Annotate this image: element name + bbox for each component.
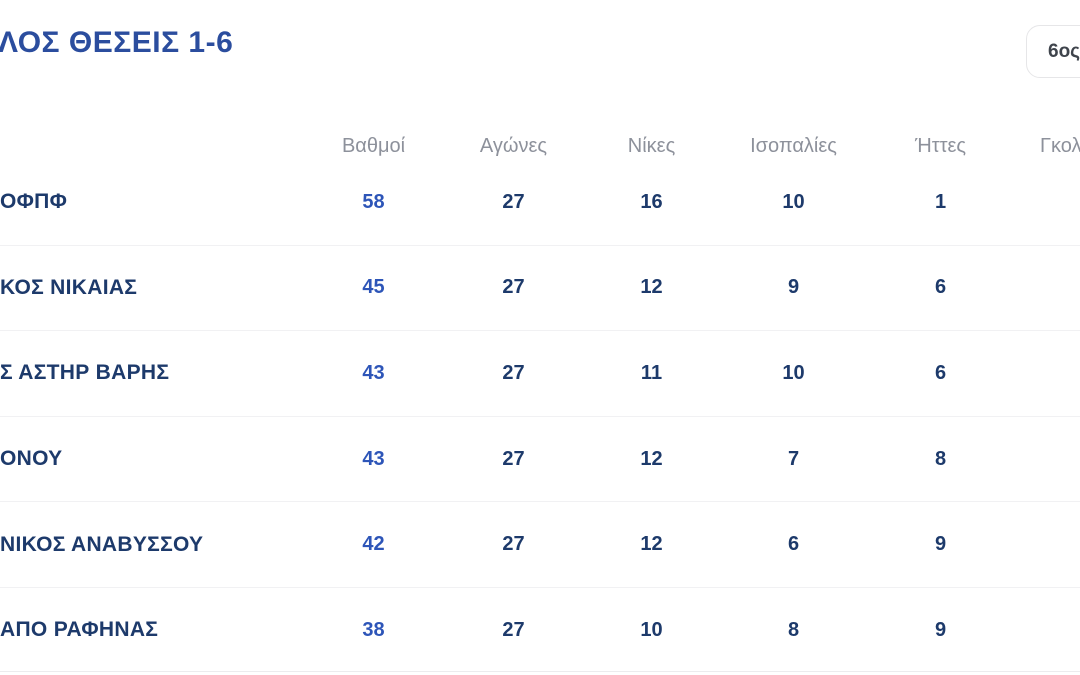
column-header-points: Βαθμοί (341, 134, 406, 157)
column-header-games: Αγώνες (479, 134, 548, 157)
losses-value: 6 (934, 361, 947, 384)
table-row[interactable]: ΚΟΣ ΝΙΚΑΙΑΣ 45 27 12 9 6 (0, 246, 1080, 332)
points-value: 42 (362, 533, 385, 556)
table-row[interactable]: ΝΙΚΟΣ ΑΝΑΒΥΣΣΟΥ 42 27 12 6 9 (0, 502, 1080, 588)
team-name: ΟΦΠΦ (0, 190, 68, 214)
team-name: ΚΟΣ ΝΙΚΑΙΑΣ (0, 275, 138, 299)
wins-value: 16 (640, 190, 663, 213)
games-value: 27 (502, 447, 525, 470)
losses-value: 1 (934, 190, 947, 213)
games-value: 27 (502, 190, 525, 213)
losses-value: 9 (934, 533, 947, 556)
table-row[interactable]: ΟΦΠΦ 58 27 16 10 1 (0, 160, 1080, 246)
standings-table-body: ΟΦΠΦ 58 27 16 10 1 ΚΟΣ ΝΙΚΑΙΑΣ 45 27 12 … (0, 160, 1080, 673)
points-value: 45 (362, 276, 385, 299)
draws-value: 8 (787, 618, 800, 641)
table-row[interactable]: ΟΝΟΥ 43 27 12 7 8 (0, 417, 1080, 503)
wins-value: 10 (640, 618, 663, 641)
points-value: 38 (362, 618, 385, 641)
points-value: 43 (362, 447, 385, 470)
draws-value: 9 (787, 276, 800, 299)
losses-value: 9 (934, 618, 947, 641)
team-name: ΟΝΟΥ (0, 447, 63, 471)
draws-value: 10 (782, 361, 805, 384)
losses-value: 6 (934, 276, 947, 299)
team-name: Σ ΑΣΤΗΡ ΒΑΡΗΣ (0, 361, 170, 385)
wins-value: 11 (640, 361, 663, 384)
column-header-losses: Ήττες (914, 134, 967, 157)
games-value: 27 (502, 361, 525, 384)
table-row[interactable]: Σ ΑΣΤΗΡ ΒΑΡΗΣ 43 27 11 10 6 (0, 331, 1080, 417)
wins-value: 12 (640, 447, 663, 470)
games-value: 27 (502, 618, 525, 641)
draws-value: 10 (782, 190, 805, 213)
draws-value: 6 (787, 533, 800, 556)
column-header-wins: Νίκες (627, 134, 676, 157)
games-value: 27 (502, 533, 525, 556)
team-name: ΝΙΚΟΣ ΑΝΑΒΥΣΣΟΥ (0, 532, 204, 556)
group-selector-button[interactable]: 6ος (1026, 25, 1080, 78)
points-value: 58 (362, 190, 385, 213)
column-header-goals: Γκολ (1040, 134, 1080, 157)
games-value: 27 (502, 276, 525, 299)
team-name: ΑΠΟ ΡΑΦΗΝΑΣ (0, 618, 159, 642)
group-selector-label: 6ος (1048, 40, 1080, 62)
standings-table-header: Βαθμοί Αγώνες Νίκες Ισοπαλίες Ήττες Γκολ (0, 132, 1080, 160)
table-bottom-divider (0, 671, 1080, 672)
wins-value: 12 (640, 533, 663, 556)
page-title: ΛΟΣ ΘΕΣΕΙΣ 1-6 (0, 26, 234, 59)
draws-value: 7 (787, 447, 800, 470)
table-row[interactable]: ΑΠΟ ΡΑΦΗΝΑΣ 38 27 10 8 9 (0, 588, 1080, 673)
column-header-draws: Ισοπαλίες (750, 134, 837, 157)
wins-value: 12 (640, 276, 663, 299)
losses-value: 8 (934, 447, 947, 470)
points-value: 43 (362, 361, 385, 384)
